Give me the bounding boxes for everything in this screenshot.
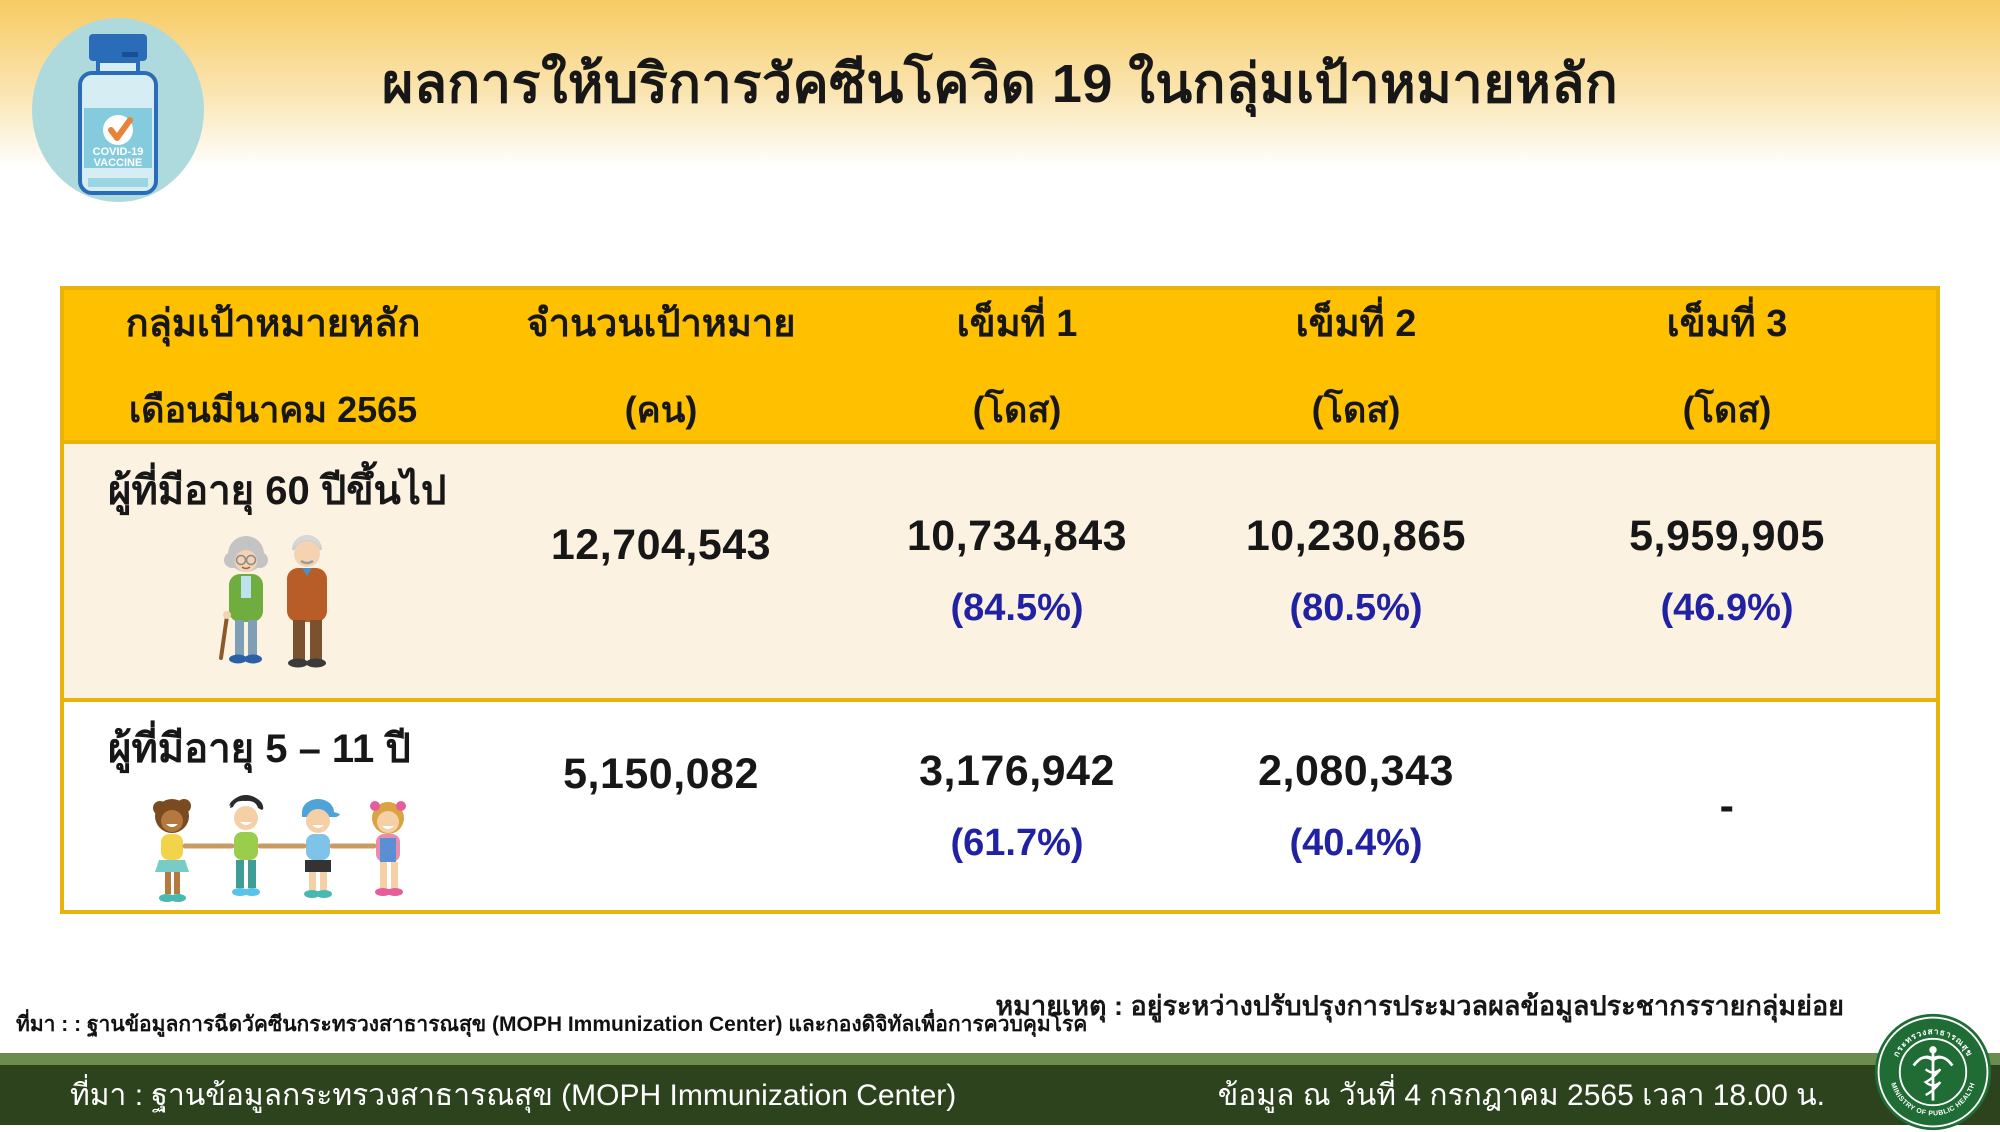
children-group-icon — [153, 794, 406, 902]
dose1-value: 3,176,942 — [919, 747, 1115, 795]
dose1-cell: 10,734,843 (84.5%) — [840, 444, 1194, 698]
vaccination-table: กลุ่มเป้าหมายหลัก เดือนมีนาคม 2565 จำนวน… — [60, 286, 1940, 914]
group-label: ผู้ที่มีอายุ 60 ปีขึ้นไป — [108, 469, 447, 513]
group-cell-elderly: ผู้ที่มีอายุ 60 ปีขึ้นไป — [64, 444, 482, 698]
page-title: ผลการให้บริการวัคซีนโควิด 19 ในกลุ่มเป้า… — [381, 54, 1619, 114]
target-value: 5,150,082 — [563, 749, 759, 798]
dose3-percent: (46.9%) — [1660, 587, 1794, 629]
table-header-row: กลุ่มเป้าหมายหลัก เดือนมีนาคม 2565 จำนวน… — [64, 290, 1936, 444]
footer-bar: ที่มา : ฐานข้อมูลกระทรวงสาธารณสุข (MOPH … — [0, 1053, 2000, 1125]
source-note: ที่มา : : ฐานข้อมูลการฉีดวัคซีนกระทรวงสา… — [16, 1013, 1088, 1036]
col-header-dose2: เข็มที่ 2 (โดส) — [1295, 303, 1417, 430]
dose1-percent: (84.5%) — [950, 587, 1084, 629]
target-cell: 5,150,082 — [482, 702, 840, 910]
dose3-value: 5,959,905 — [1629, 512, 1825, 560]
group-cell-children: ผู้ที่มีอายุ 5 – 11 ปี — [64, 702, 482, 910]
dose1-percent: (61.7%) — [950, 822, 1084, 864]
dose2-percent: (80.5%) — [1289, 587, 1423, 629]
table-row-elderly: ผู้ที่มีอายุ 60 ปีขึ้นไป — [64, 444, 1936, 702]
footer-accent-strip — [0, 1053, 2000, 1065]
elderly-couple-icon — [219, 535, 327, 668]
logo-label-line2: VACCINE — [94, 157, 143, 169]
dose2-cell: 10,230,865 (80.5%) — [1194, 444, 1518, 698]
header-band: COVID-19 VACCINE ผลการให้บริการวัคซีนโคว… — [0, 0, 2000, 202]
col-header-dose1: เข็มที่ 1 (โดส) — [956, 303, 1078, 430]
dose3-value: - — [1719, 781, 1735, 830]
col-header-group: กลุ่มเป้าหมายหลัก เดือนมีนาคม 2565 — [125, 303, 421, 430]
target-value: 12,704,543 — [550, 520, 772, 569]
footer-data-date-text: ข้อมูล ณ วันที่ 4 กรกฎาคม 2565 เวลา 18.0… — [1217, 1078, 1825, 1112]
dose3-cell: - — [1518, 702, 1936, 910]
footer-source-text: ที่มา : ฐานข้อมูลกระทรวงสาธารณสุข (MOPH … — [70, 1078, 957, 1112]
group-label: ผู้ที่มีอายุ 5 – 11 ปี — [108, 727, 411, 771]
col-header-dose3: เข็มที่ 3 (โดส) — [1666, 303, 1788, 430]
moph-seal-logo: กระทรวงสาธารณสุข MINISTRY OF PUBLIC HEAL… — [1874, 1013, 1992, 1131]
footer-main: ที่มา : ฐานข้อมูลกระทรวงสาธารณสุข (MOPH … — [0, 1065, 2000, 1125]
covid-vaccine-logo-icon: COVID-19 VACCINE — [32, 18, 204, 202]
dose2-value: 10,230,865 — [1245, 512, 1467, 560]
dose2-percent: (40.4%) — [1289, 822, 1423, 864]
dose1-cell: 3,176,942 (61.7%) — [840, 702, 1194, 910]
dose1-value: 10,734,843 — [906, 512, 1128, 560]
dose2-cell: 2,080,343 (40.4%) — [1194, 702, 1518, 910]
col-header-target: จำนวนเป้าหมาย (คน) — [526, 303, 796, 430]
target-cell: 12,704,543 — [482, 444, 840, 698]
table-row-children: ผู้ที่มีอายุ 5 – 11 ปี — [64, 702, 1936, 910]
remark-note: หมายเหตุ : อยู่ระหว่างปรับปรุงการประมวลผ… — [995, 991, 1844, 1021]
dose2-value: 2,080,343 — [1258, 747, 1454, 795]
logo-label-line1: COVID-19 — [93, 146, 144, 158]
dose3-cell: 5,959,905 (46.9%) — [1518, 444, 1936, 698]
